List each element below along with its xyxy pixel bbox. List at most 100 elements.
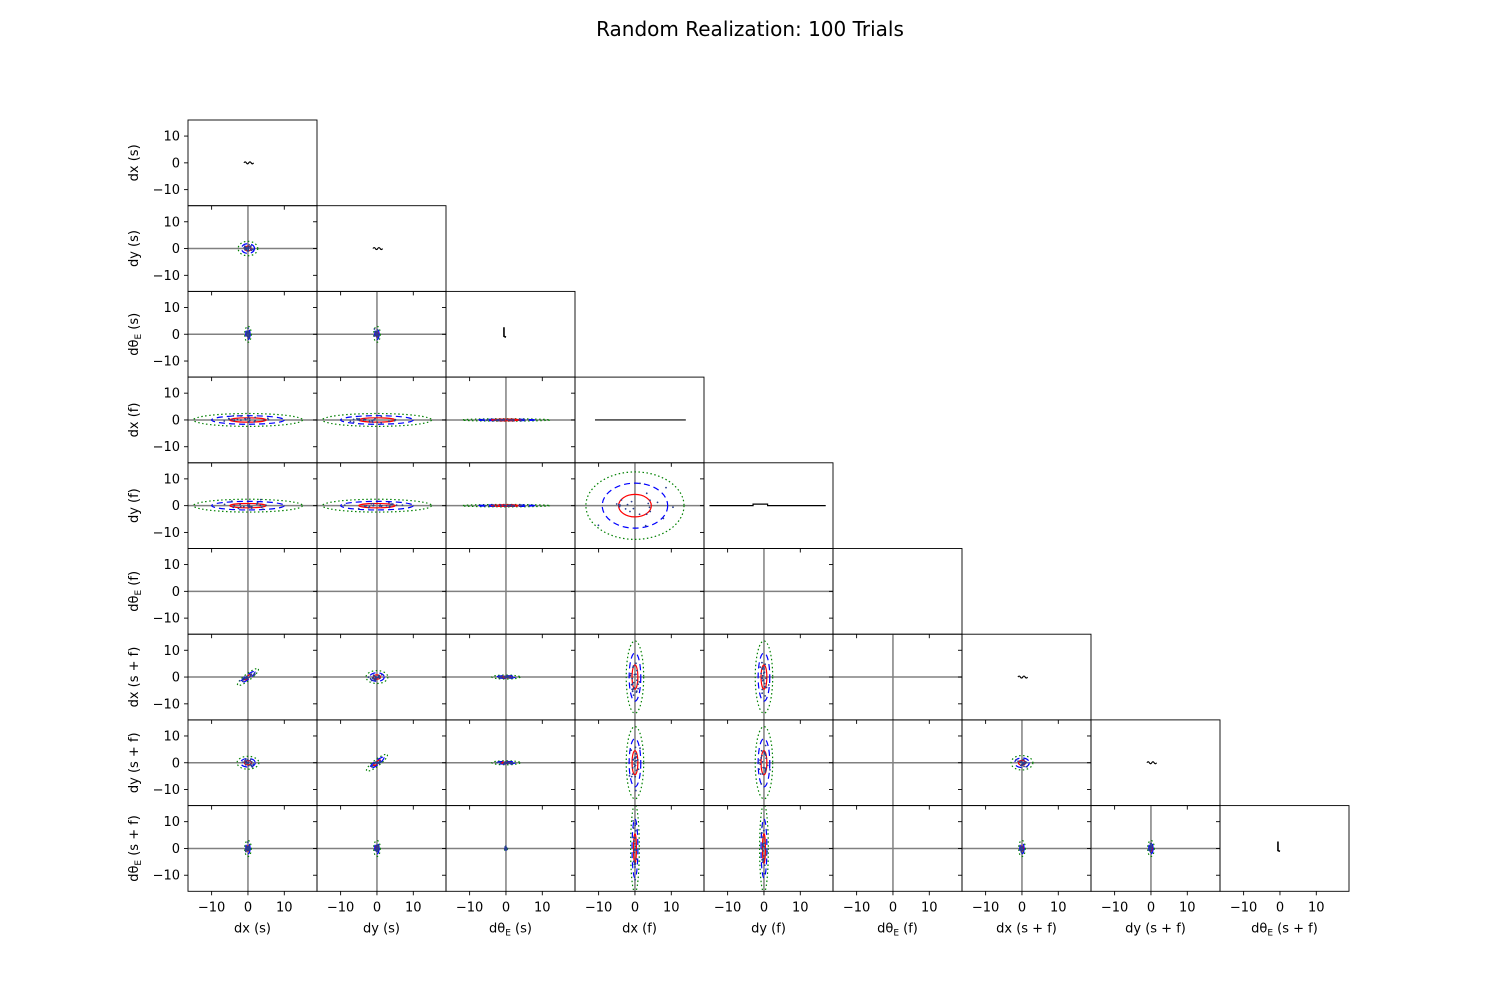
- trial-point: [1026, 765, 1028, 768]
- trial-point: [376, 849, 378, 851]
- trial-point: [1150, 846, 1153, 849]
- y-axis-label: dx (s): [127, 144, 142, 181]
- y-tick-label: 10: [163, 387, 180, 402]
- trial-point: [253, 672, 256, 675]
- panel-r7-c1: [313, 719, 447, 810]
- panel-content: [446, 548, 575, 635]
- y-axis-label: dθE (f): [127, 571, 144, 612]
- y-tick-label: 10: [163, 130, 180, 145]
- trial-point: [634, 756, 637, 759]
- trial-point: [634, 822, 637, 825]
- trial-point: [633, 763, 636, 766]
- trial-point: [374, 762, 376, 765]
- confidence-ellipse-2sigma: [601, 482, 669, 529]
- confidence-ellipse-3sigma: [365, 753, 389, 772]
- trial-point: [759, 763, 762, 766]
- histogram-line: [1277, 841, 1281, 853]
- trial-point: [764, 744, 767, 747]
- trial-point: [501, 419, 504, 422]
- trial-point: [376, 329, 379, 331]
- trial-point: [506, 762, 508, 765]
- trial-point: [635, 769, 638, 772]
- trial-point: [248, 419, 251, 422]
- trial-point: [764, 694, 767, 697]
- trial-point: [375, 845, 378, 847]
- trial-point: [1022, 850, 1025, 852]
- panel-content: [503, 327, 507, 338]
- trial-point: [763, 872, 765, 875]
- x-tick-label: 0: [373, 900, 381, 915]
- panel-content: [575, 719, 704, 806]
- panel-content: [188, 205, 317, 292]
- confidence-ellipse-3sigma: [461, 418, 551, 422]
- confidence-ellipse-1sigma: [358, 502, 396, 509]
- trial-point: [634, 829, 637, 832]
- confidence-ellipse-3sigma: [585, 471, 685, 540]
- trial-point: [352, 421, 355, 423]
- y-axis-label: dy (f): [127, 488, 142, 523]
- panel-r2-c1: [313, 290, 447, 382]
- panel-r6-c0: 10 0 −10 dx (s + f): [127, 633, 318, 724]
- trial-point: [760, 672, 762, 675]
- trial-point: [639, 747, 641, 750]
- trial-point: [251, 766, 254, 768]
- x-axis-label: dx (s): [234, 921, 271, 936]
- panel-r5-c4: [700, 548, 834, 639]
- trial-point: [484, 504, 487, 507]
- confidence-ellipse-2sigma: [495, 760, 517, 765]
- panel-frame: [445, 290, 576, 378]
- confidence-ellipse-2sigma: [369, 672, 385, 682]
- panel-content: [962, 805, 1091, 892]
- trial-point: [495, 419, 498, 422]
- trial-point: [760, 783, 763, 785]
- trial-point: [246, 758, 249, 761]
- trial-point: [265, 504, 267, 507]
- panel-content: [575, 805, 704, 892]
- trial-point: [637, 768, 640, 771]
- trial-point: [629, 510, 631, 513]
- x-tick-label: 0: [631, 900, 639, 915]
- trial-point: [250, 760, 253, 763]
- trial-point: [1025, 761, 1028, 764]
- trial-point: [377, 844, 380, 847]
- trial-point: [247, 245, 249, 248]
- y-tick-label: 0: [172, 328, 180, 343]
- trial-point: [631, 766, 634, 769]
- trial-point: [633, 851, 636, 854]
- trial-point: [1015, 758, 1017, 761]
- trial-point: [631, 773, 634, 776]
- panel-content: [446, 634, 575, 720]
- trial-point: [368, 420, 371, 423]
- trial-point: [237, 507, 240, 510]
- histogram-line: [503, 327, 507, 338]
- trial-point: [238, 679, 241, 682]
- x-tick-label: −10: [972, 900, 999, 915]
- trial-point: [254, 416, 257, 419]
- y-tick-label: −10: [153, 869, 180, 884]
- trial-point: [647, 502, 650, 505]
- x-axis-label: dy (s + f): [1125, 921, 1186, 936]
- panel-r3-c0: 10 0 −10 dx (f): [127, 376, 318, 467]
- x-axis-label: dy (f): [751, 921, 786, 936]
- confidence-ellipse-2sigma: [760, 818, 768, 879]
- trial-point: [239, 505, 242, 508]
- x-axis-label: dx (f): [622, 921, 657, 936]
- figure-title: Random Realization: 100 Trials: [596, 17, 904, 41]
- trial-point: [633, 765, 636, 768]
- confidence-ellipse-2sigma: [374, 328, 380, 341]
- y-tick-label: 10: [163, 215, 180, 230]
- trial-point: [635, 662, 637, 665]
- confidence-ellipse-2sigma: [628, 738, 642, 788]
- trial-point: [766, 850, 768, 853]
- x-tick-label: 10: [1308, 900, 1325, 915]
- trial-point: [376, 846, 379, 849]
- trial-point: [761, 836, 764, 839]
- trial-point: [645, 492, 648, 495]
- x-tick-label: −10: [843, 900, 870, 915]
- trial-point: [377, 335, 380, 338]
- trial-point: [632, 507, 635, 510]
- trial-point: [1022, 762, 1025, 765]
- trial-point: [362, 419, 365, 422]
- panel-r3-c3: [571, 376, 705, 467]
- histogram-line: [243, 161, 255, 165]
